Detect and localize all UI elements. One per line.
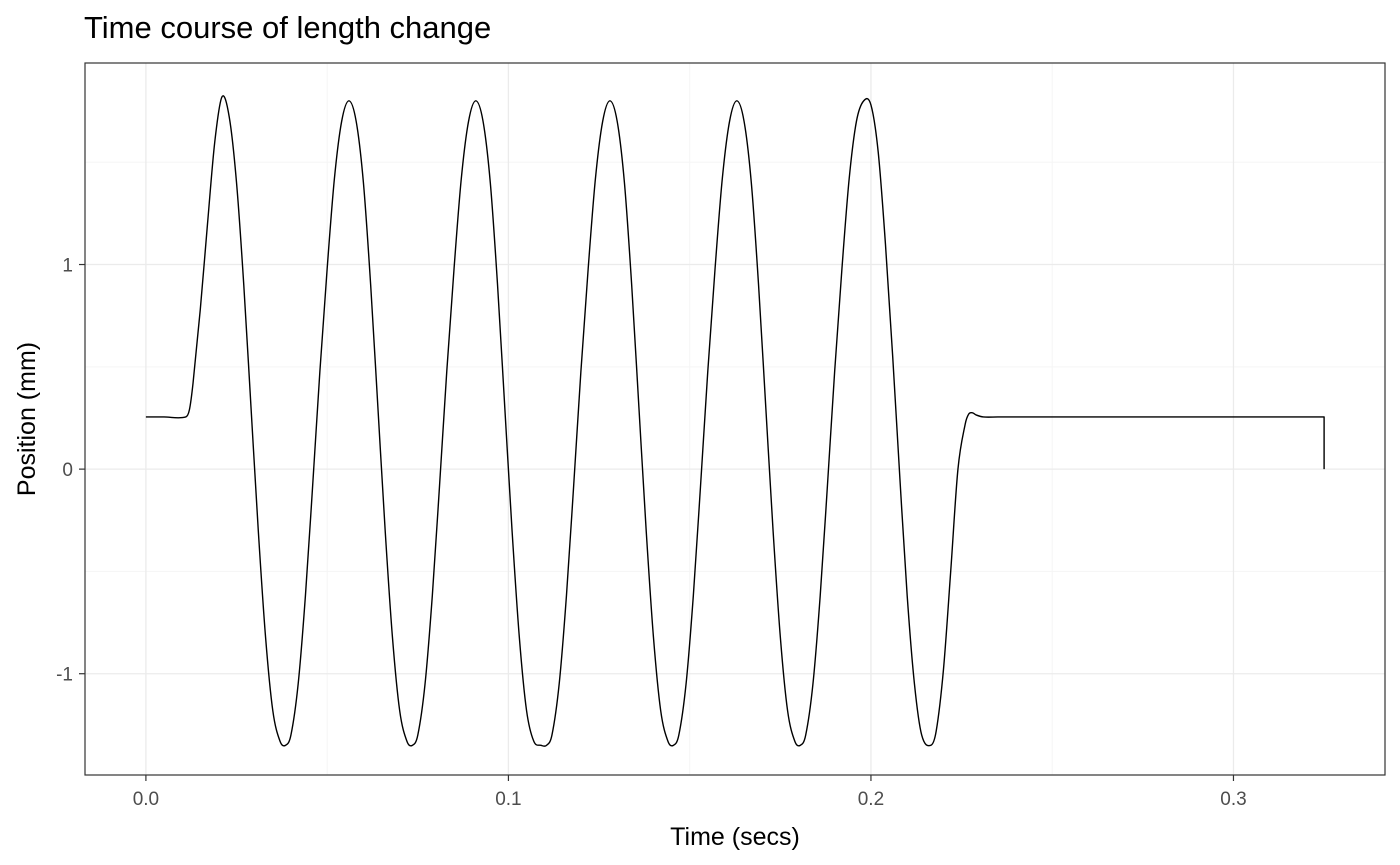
panel-border: [84, 62, 1386, 776]
y-tick-label: 0: [62, 460, 73, 481]
x-tick-label: 0.2: [858, 789, 884, 810]
chart-title: Time course of length change: [84, 10, 492, 45]
y-tick-label: -1: [56, 665, 73, 686]
y-axis-title: Position (mm): [13, 342, 41, 496]
position-series-line: [145, 95, 1325, 747]
x-tick-label: 0.0: [133, 789, 159, 810]
y-tick-label: 1: [62, 256, 73, 277]
tick-layer: 0.0 0.1 0.2 0.3 -1 0 1: [56, 256, 1247, 810]
series-layer: [145, 95, 1325, 747]
x-tick-label: 0.1: [495, 789, 521, 810]
x-tick-label: 0.3: [1220, 789, 1246, 810]
x-axis-title: Time (secs): [670, 823, 800, 851]
grid-layer: [85, 63, 1385, 775]
